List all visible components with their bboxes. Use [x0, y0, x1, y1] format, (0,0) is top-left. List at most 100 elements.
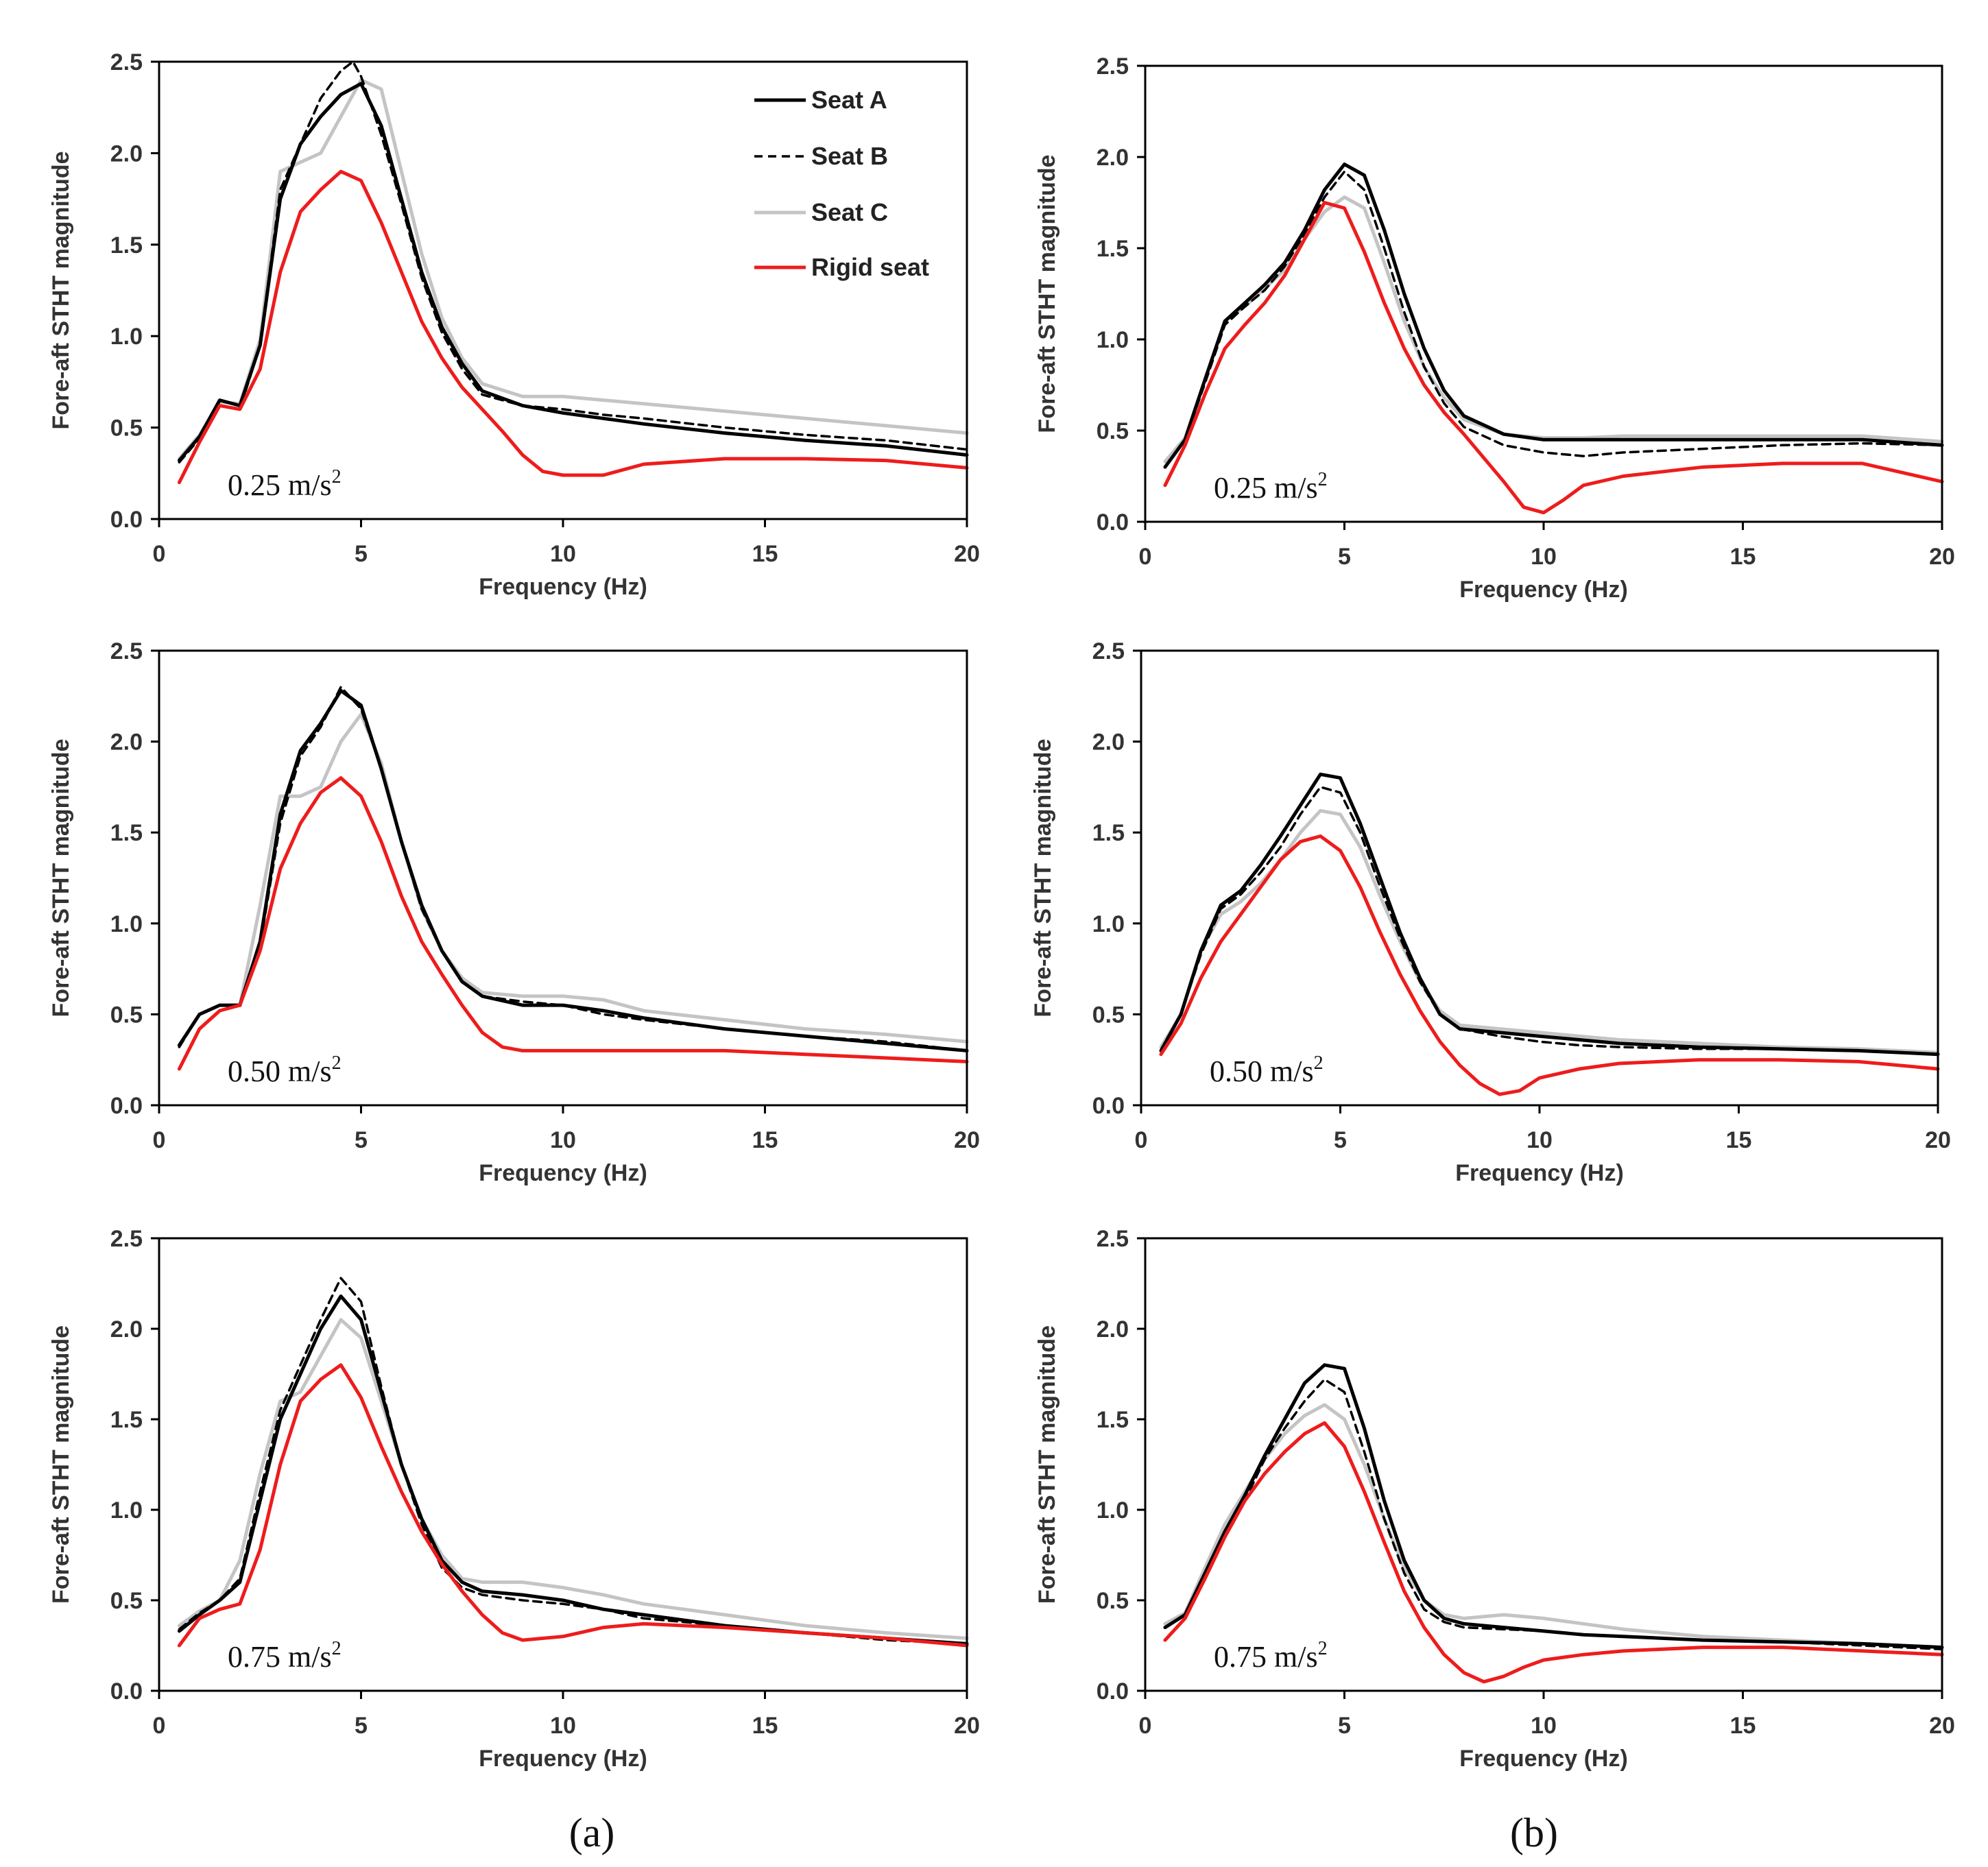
x-tick-label: 5: [355, 1713, 368, 1739]
y-axis-label: Fore-aft STHT magnitude: [48, 1325, 74, 1604]
series-line-rigid-seat: [1159, 834, 1940, 1096]
x-tick-label: 0: [153, 1127, 166, 1153]
y-tick-label: 2.0: [1097, 1316, 1129, 1342]
x-tick-label: 5: [355, 541, 368, 567]
x-axis-label: Frequency (Hz): [1459, 577, 1628, 603]
series-line-seat-c: [1163, 1403, 1944, 1650]
acceleration-annotation: 0.75 m/s2: [228, 1638, 342, 1674]
x-tick-label: 10: [1531, 544, 1557, 570]
x-tick-label: 0: [1139, 544, 1152, 570]
plot-frame: [1144, 1237, 1943, 1692]
y-tick-label: 1.5: [1097, 1407, 1129, 1433]
y-tick-label: 2.5: [110, 638, 143, 664]
series-line-seat-a: [1159, 772, 1940, 1057]
y-tick-label: 2.5: [1097, 53, 1129, 80]
y-tick-label: 0.5: [110, 1588, 143, 1614]
x-tick-label: 20: [954, 541, 980, 567]
y-tick-label: 1.0: [1097, 1497, 1129, 1523]
chart-panel-3: 0 5 10 15 20 0.0 0.5 1.0 1.5 2.0 2.5 Frequency (Hz)…: [48, 638, 980, 1186]
x-tick-label: 5: [355, 1127, 368, 1153]
legend: Seat A Seat B Seat C Rigid seat: [754, 86, 929, 281]
legend-label-rigid-seat: Rigid seat: [811, 253, 929, 281]
series-line-rigid-seat: [177, 1363, 969, 1648]
y-tick-label: 1.5: [110, 820, 143, 846]
y-tick-label: 1.0: [110, 324, 143, 350]
y-axis-label: Fore-aft STHT magnitude: [1030, 738, 1056, 1017]
chart-panel-4: 0 5 10 15 20 0.0 0.5 1.0 1.5 2.0 2.5 Frequency (Hz)…: [1030, 638, 1951, 1186]
series-line-seat-a: [177, 688, 969, 1052]
y-tick-label: 2.0: [1092, 730, 1125, 756]
x-tick-label: 10: [1531, 1713, 1557, 1739]
y-tick-label: 0.0: [110, 1093, 143, 1119]
chart-panel-2: 0 5 10 15 20 0.0 0.5 1.0 1.5 2.0 2.5 Frequency (Hz)…: [1034, 53, 1955, 603]
x-axis-label: Frequency (Hz): [1459, 1746, 1628, 1772]
y-tick-label: 0.0: [1097, 1678, 1129, 1705]
series-line-seat-a: [1163, 162, 1944, 469]
y-tick-label: 1.0: [110, 1497, 143, 1523]
x-tick-label: 0: [1135, 1127, 1148, 1153]
y-tick-label: 2.5: [110, 1226, 143, 1252]
series-line-seat-a: [177, 1294, 969, 1646]
x-tick-label: 15: [1730, 1713, 1756, 1739]
acceleration-annotation: 0.25 m/s2: [1214, 469, 1328, 505]
y-tick-label: 0.5: [110, 1002, 143, 1028]
x-tick-label: 20: [1925, 1127, 1951, 1153]
acceleration-annotation: 0.50 m/s2: [1210, 1052, 1324, 1088]
annotation-superscript: 2: [1314, 1052, 1324, 1074]
x-tick-label: 15: [752, 541, 778, 567]
y-tick-label: 0.0: [1097, 509, 1129, 535]
x-tick-label: 15: [752, 1713, 778, 1739]
series-line-seat-b: [178, 1277, 968, 1646]
panel-label-a: (a): [569, 1810, 615, 1855]
y-tick-label: 1.5: [110, 232, 143, 258]
series-line-rigid-seat: [1163, 201, 1944, 515]
x-tick-label: 5: [1334, 1127, 1347, 1153]
x-axis-label: Frequency (Hz): [479, 574, 647, 600]
y-tick-label: 2.0: [110, 141, 143, 167]
x-tick-label: 0: [153, 541, 166, 567]
legend-label-seat-c: Seat C: [811, 198, 888, 226]
x-tick-label: 0: [153, 1713, 166, 1739]
y-tick-label: 0.5: [110, 415, 143, 442]
series-line-seat-c: [177, 1318, 969, 1640]
annotation-superscript: 2: [1318, 1638, 1328, 1659]
y-tick-label: 1.5: [1092, 820, 1125, 846]
series-line-seat-c: [1159, 808, 1940, 1055]
acceleration-annotation: 0.75 m/s2: [1214, 1638, 1328, 1674]
y-tick-label: 0.5: [1097, 418, 1129, 444]
y-axis-label: Fore-aft STHT magnitude: [1034, 1325, 1060, 1604]
chart-panel-1: 0 5 10 15 20 0.0 0.5 1.0 1.5 2.0 2.5 Frequency (Hz)…: [48, 49, 980, 600]
x-tick-label: 15: [1726, 1127, 1752, 1153]
x-axis-label: Frequency (Hz): [1455, 1160, 1624, 1186]
x-tick-label: 15: [752, 1127, 778, 1153]
y-tick-label: 0.0: [110, 507, 143, 533]
plot-frame: [1144, 64, 1943, 523]
series-line-rigid-seat: [177, 169, 969, 485]
legend-label-seat-a: Seat A: [811, 86, 887, 114]
series-line-seat-a: [1163, 1363, 1944, 1650]
series-line-rigid-seat: [1163, 1421, 1944, 1684]
y-axis-label: Fore-aft STHT magnitude: [48, 151, 74, 429]
x-tick-label: 10: [550, 1127, 576, 1153]
panel-label-b: (b): [1510, 1810, 1558, 1855]
acceleration-annotation: 0.50 m/s2: [228, 1052, 342, 1088]
plot-frame: [158, 649, 968, 1107]
y-axis-label: Fore-aft STHT magnitude: [48, 738, 74, 1017]
y-tick-label: 2.0: [110, 730, 143, 756]
x-tick-label: 20: [1929, 544, 1955, 570]
x-tick-label: 0: [1139, 1713, 1152, 1739]
x-tick-label: 5: [1338, 1713, 1351, 1739]
y-tick-label: 2.5: [1097, 1226, 1129, 1252]
series-line-seat-a: [177, 82, 969, 463]
x-tick-label: 20: [954, 1127, 980, 1153]
y-tick-label: 1.5: [1097, 236, 1129, 262]
acceleration-annotation: 0.25 m/s2: [228, 466, 342, 502]
y-tick-label: 0.0: [110, 1678, 143, 1705]
series-line-seat-b: [1164, 1378, 1943, 1651]
x-tick-label: 20: [954, 1713, 980, 1739]
series-line-seat-c: [1163, 195, 1944, 463]
x-tick-label: 10: [1526, 1127, 1553, 1153]
series-line-rigid-seat: [177, 776, 969, 1071]
